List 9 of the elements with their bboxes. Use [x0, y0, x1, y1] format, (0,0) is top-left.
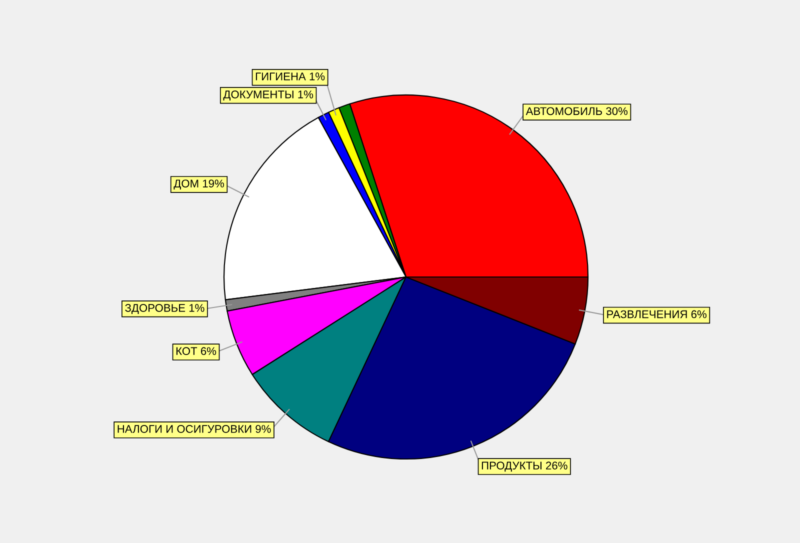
slice-label: ДОМ 19%	[174, 180, 224, 190]
slice-label: РАЗВЛЕЧЕНИЯ 6%	[607, 310, 706, 318]
slice-label: АВТОМОБИЛЬ 30%	[526, 107, 628, 116]
slice-label: ПРОДУКТЫ 26%	[482, 462, 568, 472]
slice-label: ГИГИЕНА 1%	[256, 72, 325, 80]
slice-label: НАЛОГИ И ОСИГУРОВКИ 9%	[118, 425, 271, 433]
slice-label: ЗДОРОВЬЕ 1%	[125, 304, 204, 314]
slice-label: ДОКУМЕНТЫ 1%	[223, 90, 314, 100]
slice-label: КОТ 6%	[176, 347, 216, 356]
